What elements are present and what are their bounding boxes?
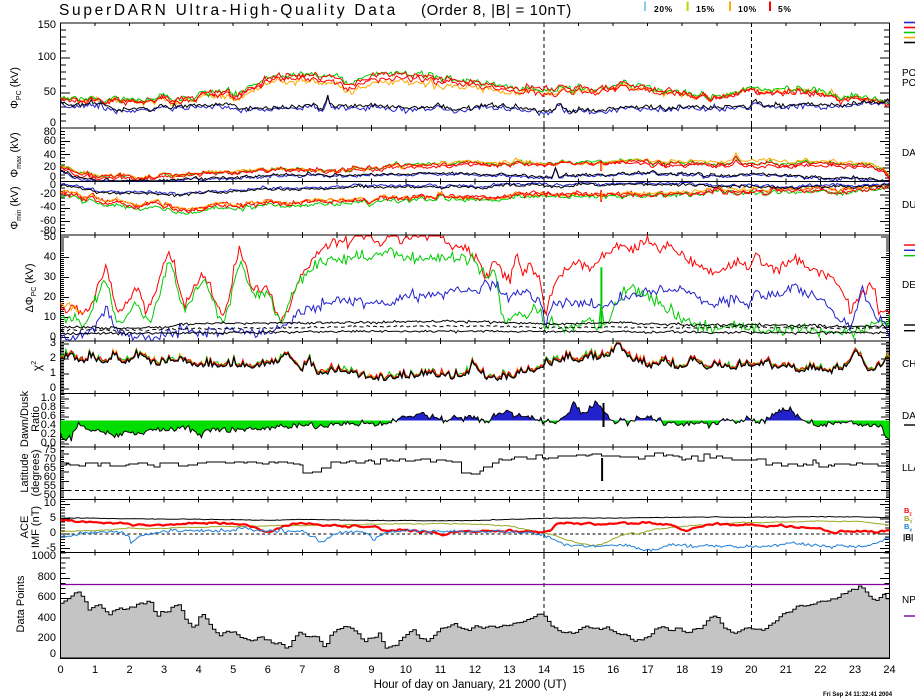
svg-text:15%: 15% <box>696 4 715 14</box>
svg-text:20%: 20% <box>654 4 673 14</box>
svg-text:5%: 5% <box>778 4 792 14</box>
svg-text:10%: 10% <box>738 4 757 14</box>
